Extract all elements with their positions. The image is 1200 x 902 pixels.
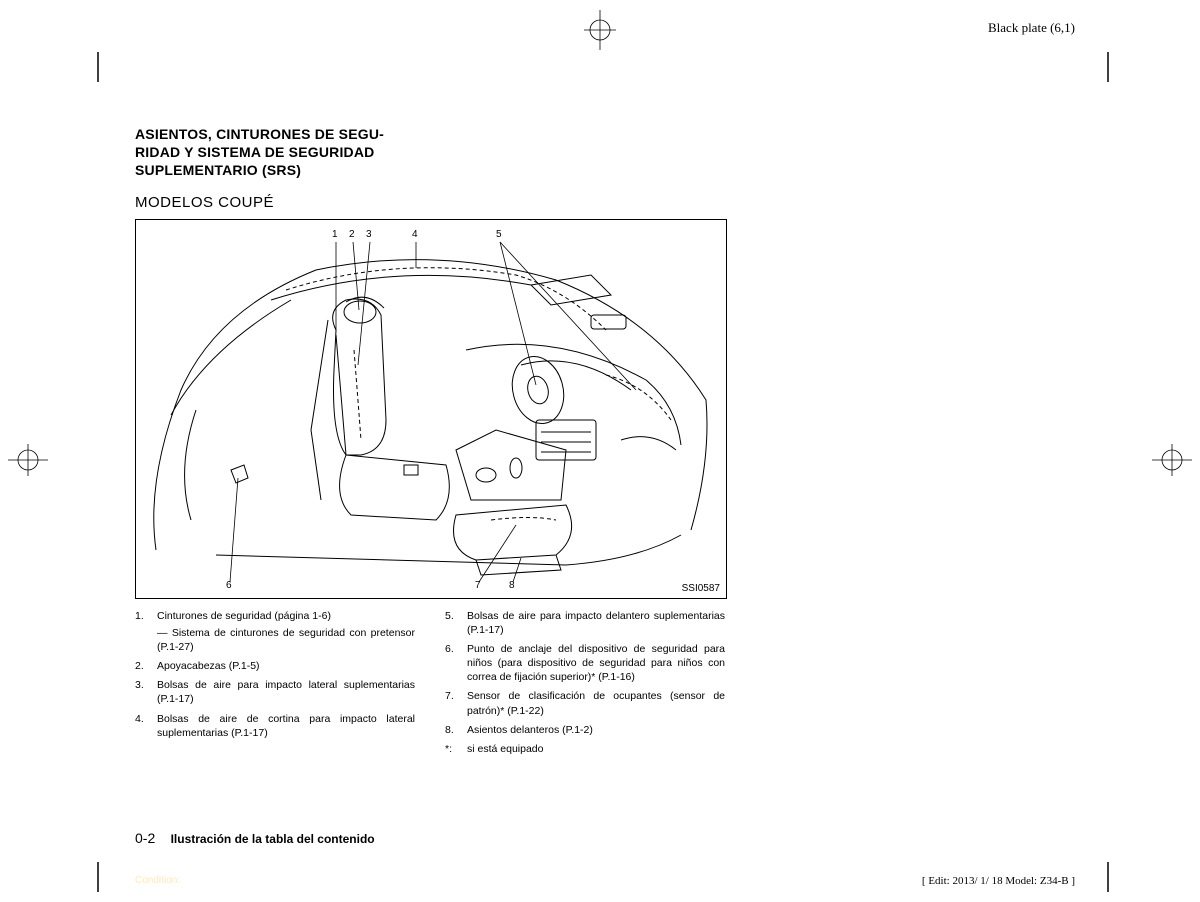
legend-text: Cinturones de seguridad (página 1-6)— Si… bbox=[157, 609, 415, 655]
legend-text: Bolsas de aire para impacto delantero su… bbox=[467, 609, 725, 637]
legend-item: 3.Bolsas de aire para impacto lateral su… bbox=[135, 678, 415, 706]
crop-mark-tr bbox=[1098, 52, 1118, 82]
legend-num: 1. bbox=[135, 609, 157, 655]
legend-num: 7. bbox=[445, 689, 467, 717]
heading-line1: ASIENTOS, CINTURONES DE SEGU- bbox=[135, 126, 384, 142]
legend-item: 8.Asientos delanteros (P.1-2) bbox=[445, 723, 725, 737]
legend-num: 8. bbox=[445, 723, 467, 737]
legend-num: *: bbox=[445, 742, 467, 756]
page-number: 0-2 bbox=[135, 830, 155, 846]
crop-mark-br bbox=[1098, 862, 1118, 892]
legend: 1.Cinturones de seguridad (página 1-6)— … bbox=[135, 609, 725, 762]
legend-text: Punto de anclaje del dispositivo de segu… bbox=[467, 642, 725, 685]
legend-num: 4. bbox=[135, 712, 157, 740]
legend-item: 6.Punto de anclaje del dispositivo de se… bbox=[445, 642, 725, 685]
reg-mark-right bbox=[1152, 444, 1192, 476]
diagram-code: SSI0587 bbox=[682, 583, 720, 594]
legend-item: *:si está equipado bbox=[445, 742, 725, 756]
callout-7: 7 bbox=[475, 580, 481, 591]
legend-num: 3. bbox=[135, 678, 157, 706]
legend-num: 5. bbox=[445, 609, 467, 637]
plate-label: Black plate (6,1) bbox=[988, 20, 1075, 36]
legend-item: 4.Bolsas de aire de cortina para impacto… bbox=[135, 712, 415, 740]
crop-mark-bl bbox=[88, 862, 108, 892]
section-heading: ASIENTOS, CINTURONES DE SEGU- RIDAD Y SI… bbox=[135, 125, 435, 180]
callout-2: 2 bbox=[349, 229, 355, 240]
sub-heading: MODELOS COUPÉ bbox=[135, 194, 1075, 211]
legend-item: 7.Sensor de clasificación de ocupantes (… bbox=[445, 689, 725, 717]
legend-text: Sensor de clasificación de ocupantes (se… bbox=[467, 689, 725, 717]
legend-num: 2. bbox=[135, 659, 157, 673]
callout-1: 1 bbox=[332, 229, 338, 240]
legend-col-left: 1.Cinturones de seguridad (página 1-6)— … bbox=[135, 609, 415, 762]
page-footer: 0-2 Ilustración de la tabla del contenid… bbox=[135, 830, 1075, 846]
callout-6: 6 bbox=[226, 580, 232, 591]
callout-3: 3 bbox=[366, 229, 372, 240]
condition-label: Condition: bbox=[135, 875, 180, 886]
legend-item: 1.Cinturones de seguridad (página 1-6)— … bbox=[135, 609, 415, 655]
legend-text: Apoyacabezas (P.1-5) bbox=[157, 659, 415, 673]
callout-5: 5 bbox=[496, 229, 502, 240]
legend-text: Asientos delanteros (P.1-2) bbox=[467, 723, 725, 737]
footer-title: Ilustración de la tabla del contenido bbox=[171, 832, 375, 846]
heading-line3: SUPLEMENTARIO (SRS) bbox=[135, 162, 301, 178]
legend-text: Bolsas de aire de cortina para impacto l… bbox=[157, 712, 415, 740]
heading-line2: RIDAD Y SISTEMA DE SEGURIDAD bbox=[135, 144, 375, 160]
callout-8: 8 bbox=[509, 580, 515, 591]
page-content: Black plate (6,1) ASIENTOS, CINTURONES D… bbox=[135, 20, 1075, 761]
crop-mark-tl bbox=[88, 52, 108, 82]
legend-subtext: — Sistema de cinturones de seguridad con… bbox=[157, 626, 415, 654]
legend-text: si está equipado bbox=[467, 742, 725, 756]
reg-mark-left bbox=[8, 444, 48, 476]
legend-num: 6. bbox=[445, 642, 467, 685]
legend-item: 5.Bolsas de aire para impacto delantero … bbox=[445, 609, 725, 637]
diagram-frame: 1 2 3 4 5 6 7 8 SSI0587 bbox=[135, 219, 727, 599]
car-interior-diagram bbox=[136, 220, 726, 598]
legend-item: 2.Apoyacabezas (P.1-5) bbox=[135, 659, 415, 673]
legend-col-right: 5.Bolsas de aire para impacto delantero … bbox=[445, 609, 725, 762]
edit-info: [ Edit: 2013/ 1/ 18 Model: Z34-B ] bbox=[922, 875, 1075, 887]
callout-4: 4 bbox=[412, 229, 418, 240]
legend-text: Bolsas de aire para impacto lateral supl… bbox=[157, 678, 415, 706]
